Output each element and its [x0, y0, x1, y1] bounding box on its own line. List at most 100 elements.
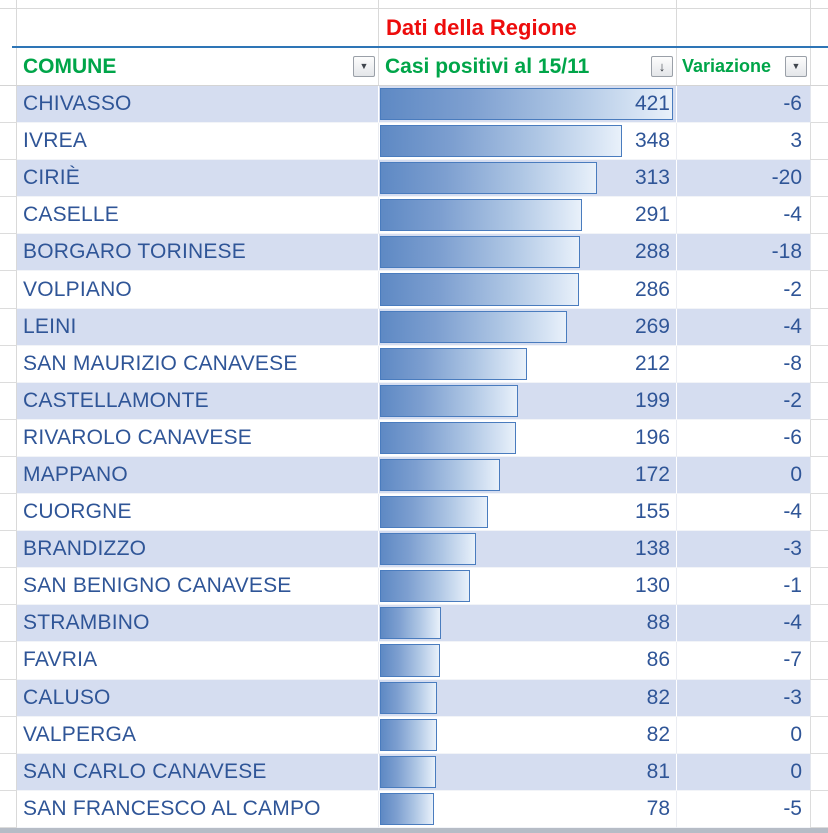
casi-cell[interactable]: 288 [378, 234, 676, 272]
comune-cell[interactable]: FAVRIA [17, 642, 378, 680]
casi-cell[interactable]: 291 [378, 197, 676, 235]
variazione-cell[interactable]: -4 [676, 494, 810, 532]
data-bar [380, 310, 567, 343]
casi-cell[interactable]: 81 [378, 753, 676, 791]
comune-cell[interactable]: VOLPIANO [17, 271, 378, 309]
variazione-cell[interactable]: -2 [676, 271, 810, 309]
casi-value: 288 [634, 240, 670, 264]
variazione-cell[interactable]: 3 [676, 123, 810, 161]
comune-cell[interactable]: BRANDIZZO [17, 531, 378, 569]
casi-cell[interactable]: 86 [378, 642, 676, 680]
gutter-cell [0, 234, 17, 272]
data-bar [380, 421, 517, 454]
casi-cell[interactable]: 130 [378, 568, 676, 606]
casi-value: 291 [634, 203, 670, 227]
variazione-value: 0 [790, 759, 802, 783]
variazione-cell[interactable]: -20 [676, 160, 810, 198]
casi-cell[interactable]: 172 [378, 456, 676, 495]
variazione-value: -1 [783, 574, 802, 598]
casi-cell[interactable]: 313 [378, 160, 676, 198]
data-bar [380, 681, 437, 714]
variazione-value: -3 [783, 537, 802, 561]
header-casi-cell[interactable]: Casi positivi al 15/11 ↓ [378, 48, 676, 85]
empty-cell [810, 456, 828, 495]
table-row: FAVRIA 86 -7 [0, 642, 828, 680]
comune-cell[interactable]: CASTELLAMONTE [17, 382, 378, 420]
variazione-cell[interactable]: 0 [676, 456, 810, 495]
comune-label: VOLPIANO [23, 277, 132, 301]
comune-label: BRANDIZZO [23, 537, 147, 561]
variazione-value: -7 [783, 648, 802, 672]
casi-sort-filter-button[interactable]: ↓ [651, 56, 673, 77]
comune-cell[interactable]: STRAMBINO [17, 605, 378, 643]
casi-cell[interactable]: 212 [378, 345, 676, 383]
variazione-cell[interactable]: -6 [676, 419, 810, 457]
comune-cell[interactable]: MAPPANO [17, 456, 378, 495]
header-variazione-cell[interactable]: Variazione ▼ [676, 48, 810, 85]
empty-cell [810, 642, 828, 680]
comune-label: MAPPANO [23, 462, 128, 486]
variazione-cell[interactable]: -1 [676, 568, 810, 606]
comune-filter-button[interactable]: ▼ [353, 56, 375, 77]
comune-cell[interactable]: IVREA [17, 123, 378, 161]
gutter-cell [0, 86, 17, 124]
comune-cell[interactable]: SAN FRANCESCO AL CAMPO [17, 791, 378, 828]
gutter-cell [0, 419, 17, 457]
variazione-value: -6 [783, 425, 802, 449]
variazione-filter-button[interactable]: ▼ [785, 56, 807, 77]
sheet-title-cell[interactable]: Dati della Regione [378, 9, 676, 46]
variazione-cell[interactable]: 0 [676, 753, 810, 791]
variazione-cell[interactable]: -4 [676, 197, 810, 235]
comune-cell[interactable]: BORGARO TORINESE [17, 234, 378, 272]
comune-cell[interactable]: CHIVASSO [17, 86, 378, 124]
casi-cell[interactable]: 421 [378, 86, 676, 124]
comune-cell[interactable]: SAN CARLO CANAVESE [17, 753, 378, 791]
casi-cell[interactable]: 286 [378, 271, 676, 309]
variazione-cell[interactable]: -3 [676, 679, 810, 717]
variazione-cell[interactable]: -7 [676, 642, 810, 680]
casi-cell[interactable]: 348 [378, 123, 676, 161]
variazione-cell[interactable]: -6 [676, 86, 810, 124]
gutter-cell [0, 642, 17, 680]
empty-cell [810, 494, 828, 532]
casi-cell[interactable]: 82 [378, 679, 676, 717]
comune-cell[interactable]: VALPERGA [17, 717, 378, 754]
casi-cell[interactable]: 269 [378, 308, 676, 346]
casi-cell[interactable]: 196 [378, 419, 676, 457]
comune-cell[interactable]: LEINI [17, 308, 378, 346]
comune-cell[interactable]: CUORGNE [17, 494, 378, 532]
variazione-cell[interactable]: -4 [676, 308, 810, 346]
comune-label: CUORGNE [23, 500, 132, 524]
comune-cell[interactable]: SAN MAURIZIO CANAVESE [17, 346, 378, 383]
gutter-cell [0, 0, 17, 9]
casi-cell[interactable]: 155 [378, 494, 676, 532]
gutter-cell [0, 123, 17, 161]
variazione-cell[interactable]: -3 [676, 531, 810, 569]
gutter-cell [0, 679, 17, 717]
gutter-cell [0, 531, 17, 569]
comune-cell[interactable]: SAN BENIGNO CANAVESE [17, 568, 378, 606]
casi-cell[interactable]: 88 [378, 605, 676, 643]
casi-cell[interactable]: 138 [378, 531, 676, 569]
comune-label: SAN BENIGNO CANAVESE [23, 574, 292, 598]
casi-cell[interactable]: 199 [378, 382, 676, 420]
comune-label: CASELLE [23, 203, 119, 227]
variazione-cell[interactable]: 0 [676, 716, 810, 754]
casi-cell[interactable]: 78 [378, 790, 676, 828]
table-row: RIVAROLO CANAVESE 196 -6 [0, 419, 828, 457]
gutter-cell [0, 790, 17, 828]
comune-label: FAVRIA [23, 648, 98, 672]
variazione-cell[interactable]: -4 [676, 605, 810, 643]
comune-label: CIRIÈ [23, 166, 81, 190]
comune-cell[interactable]: RIVAROLO CANAVESE [17, 420, 378, 457]
variazione-cell[interactable]: -5 [676, 790, 810, 828]
variazione-cell[interactable]: -8 [676, 345, 810, 383]
comune-cell[interactable]: CASELLE [17, 197, 378, 235]
variazione-value: -20 [771, 166, 802, 190]
comune-cell[interactable]: CALUSO [17, 679, 378, 717]
variazione-cell[interactable]: -18 [676, 234, 810, 272]
header-comune-cell[interactable]: COMUNE ▼ [17, 48, 378, 85]
casi-cell[interactable]: 82 [378, 716, 676, 754]
variazione-cell[interactable]: -2 [676, 382, 810, 420]
comune-cell[interactable]: CIRIÈ [17, 160, 378, 198]
